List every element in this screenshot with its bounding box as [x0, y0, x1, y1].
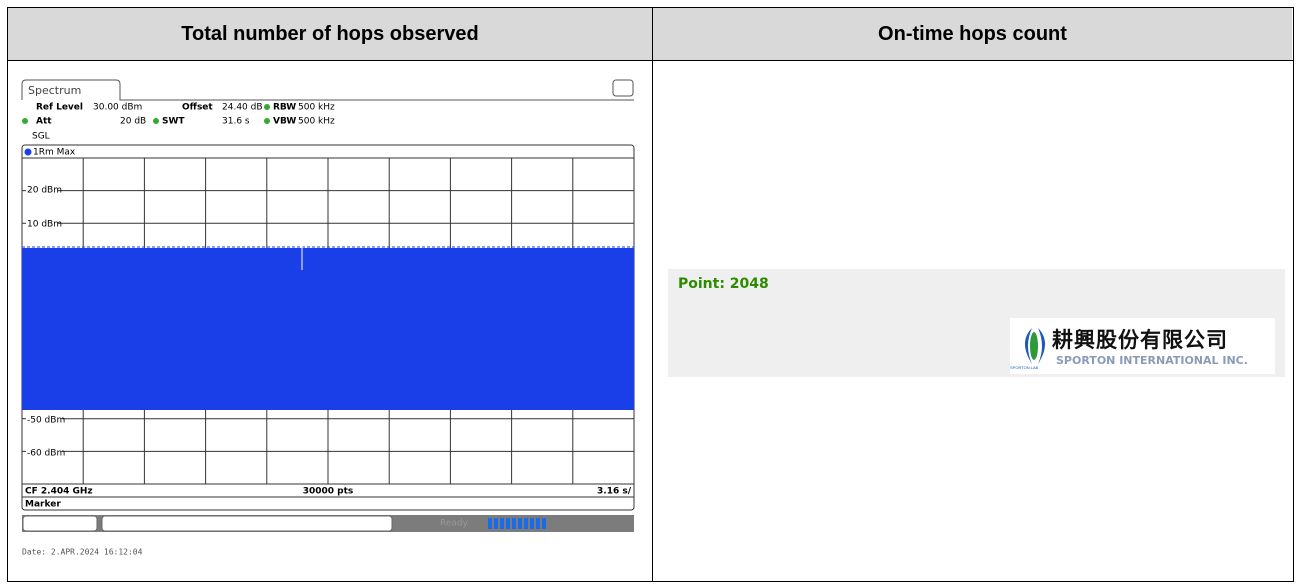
status-box	[22, 515, 98, 532]
trace-label: 1Rm Max	[33, 148, 76, 158]
label-bg	[26, 218, 58, 230]
progress-block	[524, 518, 528, 529]
y-label: -60 dBm	[27, 449, 65, 459]
setting: 30.00 dBm	[93, 103, 142, 113]
tab	[21, 79, 634, 101]
spectrum-screenshot: Spectrum Ref Level 30.00 dBm Offset 24.4…	[18, 76, 640, 566]
column-divider	[652, 8, 653, 581]
dot	[264, 118, 270, 124]
setting: 31.6 s	[222, 117, 250, 127]
tab-label: Spectrum	[28, 84, 81, 97]
icon	[612, 79, 634, 97]
logo-chinese: 耕興股份有限公司	[1052, 328, 1228, 352]
progress-block	[542, 518, 546, 529]
progress-block	[536, 518, 540, 529]
setting: 20 dB	[120, 117, 146, 127]
status-text: Ready	[440, 519, 469, 529]
footer-text: CF 2.404 GHz	[25, 487, 93, 497]
setting: 24.40 dB	[222, 103, 263, 113]
y-label: 20 dBm	[27, 186, 62, 196]
progress	[488, 518, 546, 529]
row-divider	[8, 60, 1293, 61]
label-bg	[26, 414, 62, 426]
footer-text: 30000 pts	[303, 487, 354, 497]
footer-text: 3.16 s/	[597, 487, 632, 497]
logo-small: SPORTON LAB	[1010, 365, 1039, 370]
progress-block	[518, 518, 522, 529]
setting: 500 kHz	[298, 103, 335, 113]
logo-english: SPORTON INTERNATIONAL INC.	[1056, 354, 1248, 367]
setting: Ref Level	[36, 103, 83, 113]
y-label: -50 dBm	[27, 416, 65, 426]
setting: SGL	[32, 132, 50, 142]
y-label: 10 dBm	[27, 220, 62, 230]
point-label: Point: 2048	[678, 276, 769, 292]
dot	[264, 104, 270, 110]
header-cell: Total number of hops observed	[8, 8, 652, 60]
setting: SWT	[162, 117, 185, 127]
marker-label: Marker	[25, 500, 61, 510]
header-cell: On-time hops count	[653, 8, 1292, 60]
dot	[153, 118, 159, 124]
progress-block	[530, 518, 534, 529]
setting: Att	[36, 117, 52, 127]
label-bg	[26, 184, 58, 196]
table	[7, 7, 1294, 582]
setting: 500 kHz	[298, 117, 335, 127]
progress-block	[494, 518, 498, 529]
progress-block	[512, 518, 516, 529]
status-box	[101, 515, 393, 532]
trace-fill	[22, 248, 634, 410]
progress-block	[506, 518, 510, 529]
progress-block	[488, 518, 492, 529]
date: Date: 2.APR.2024 16:12:04	[22, 548, 143, 557]
label-bg	[26, 447, 62, 459]
setting: RBW	[273, 103, 296, 113]
dot	[22, 118, 28, 124]
logo-mark	[1025, 328, 1045, 364]
progress-block	[500, 518, 504, 529]
setting: Offset	[182, 103, 213, 113]
setting: VBW	[273, 117, 296, 127]
trace-dot	[24, 148, 32, 156]
logo: 耕興股份有限公司 SPORTON INTERNATIONAL INC. SPOR…	[1010, 318, 1275, 374]
